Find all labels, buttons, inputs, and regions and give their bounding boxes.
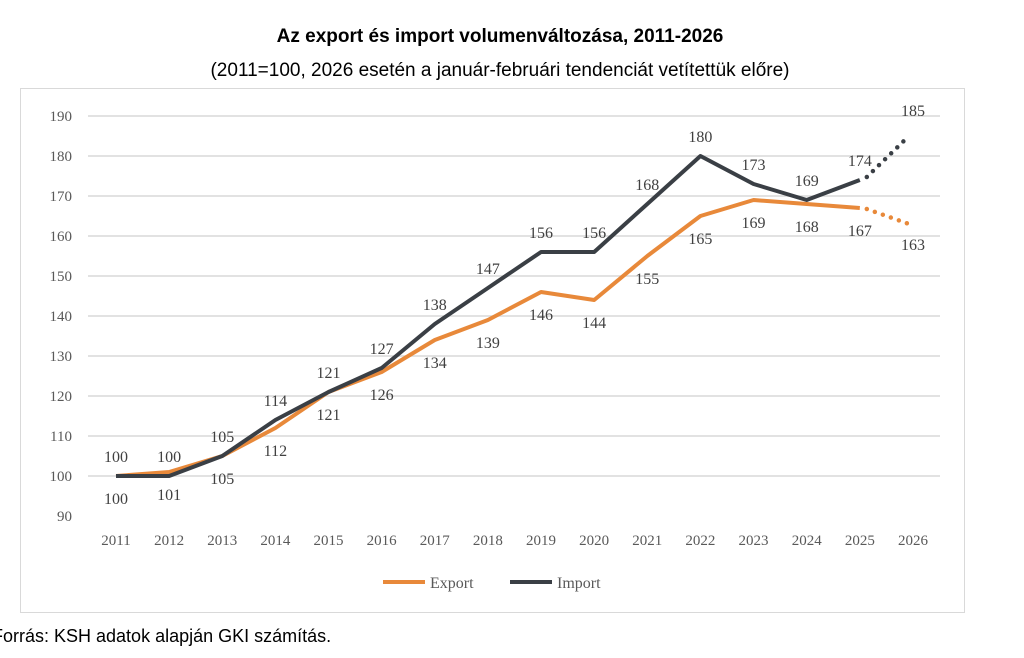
export-data-label: 101 xyxy=(157,487,181,504)
export-projection-line xyxy=(864,206,912,227)
x-tick-label: 2024 xyxy=(792,533,823,549)
legend-export-label: Export xyxy=(430,575,474,592)
x-tick-label: 2018 xyxy=(473,533,503,549)
chart-title: Az export és import volumenváltozása, 20… xyxy=(276,26,724,47)
source-note: Forrás: KSH adatok alapján GKI számítás. xyxy=(0,626,332,646)
export-data-label: 165 xyxy=(688,231,712,248)
y-tick-label: 190 xyxy=(50,109,73,125)
export-data-label: 112 xyxy=(264,443,287,460)
import-data-label: 147 xyxy=(476,261,500,278)
import-data-label: 121 xyxy=(317,365,341,382)
x-tick-label: 2025 xyxy=(845,533,875,549)
export-data-label: 155 xyxy=(635,271,659,288)
export-data-label: 146 xyxy=(529,307,553,324)
x-tick-label: 2014 xyxy=(260,533,291,549)
export-data-label: 163 xyxy=(901,237,925,254)
chart-subtitle: (2011=100, 2026 esetén a január-februári… xyxy=(210,60,790,81)
export-data-label: 121 xyxy=(317,407,341,424)
import-series-line xyxy=(116,154,861,478)
export-data-label: 144 xyxy=(582,315,606,332)
x-tick-label: 2023 xyxy=(739,533,769,549)
x-tick-label: 2011 xyxy=(101,533,130,549)
import-projection-line xyxy=(864,133,912,180)
export-data-label: 105 xyxy=(210,471,234,488)
y-tick-label: 170 xyxy=(50,189,73,205)
legend-import-label: Import xyxy=(557,575,601,592)
import-data-label: 138 xyxy=(423,297,447,314)
x-tick-label: 2017 xyxy=(420,533,451,549)
export-data-label: 168 xyxy=(795,219,819,236)
y-tick-label: 110 xyxy=(50,429,72,445)
export-data-label: 126 xyxy=(370,387,394,404)
import-data-label: 173 xyxy=(742,157,766,174)
y-tick-label: 120 xyxy=(50,389,73,405)
y-tick-label: 140 xyxy=(50,309,73,325)
export-data-label: 169 xyxy=(742,215,766,232)
y-tick-label: 90 xyxy=(57,509,72,525)
y-tick-label: 160 xyxy=(50,229,73,245)
x-tick-label: 2013 xyxy=(207,533,237,549)
x-tick-label: 2021 xyxy=(632,533,662,549)
export-series-line xyxy=(115,198,860,478)
import-data-label: 100 xyxy=(104,449,128,466)
import-data-label: 156 xyxy=(582,225,606,242)
export-data-label: 100 xyxy=(104,491,128,508)
x-tick-label: 2012 xyxy=(154,533,184,549)
x-tick-label: 2026 xyxy=(898,533,929,549)
chart-frame xyxy=(20,88,965,613)
x-tick-label: 2016 xyxy=(367,533,398,549)
import-data-label: 114 xyxy=(264,393,287,410)
y-tick-label: 180 xyxy=(50,149,73,165)
import-data-label: 105 xyxy=(210,429,234,446)
y-tick-label: 150 xyxy=(50,269,73,285)
y-tick-label: 100 xyxy=(50,469,73,485)
import-data-label: 180 xyxy=(688,129,712,146)
export-data-label: 134 xyxy=(423,355,447,372)
import-data-label: 174 xyxy=(848,153,872,170)
export-data-label: 139 xyxy=(476,335,500,352)
import-data-label: 100 xyxy=(157,449,181,466)
x-tick-label: 2015 xyxy=(314,533,344,549)
y-tick-label: 130 xyxy=(50,349,73,365)
x-tick-label: 2022 xyxy=(685,533,715,549)
import-data-label: 127 xyxy=(370,341,394,358)
x-tick-label: 2020 xyxy=(579,533,609,549)
import-data-label: 156 xyxy=(529,225,553,242)
import-data-label: 168 xyxy=(635,177,659,194)
x-tick-label: 2019 xyxy=(526,533,556,549)
export-data-label: 167 xyxy=(848,223,872,240)
import-data-label: 169 xyxy=(795,173,819,190)
import-data-label: 185 xyxy=(901,103,925,120)
